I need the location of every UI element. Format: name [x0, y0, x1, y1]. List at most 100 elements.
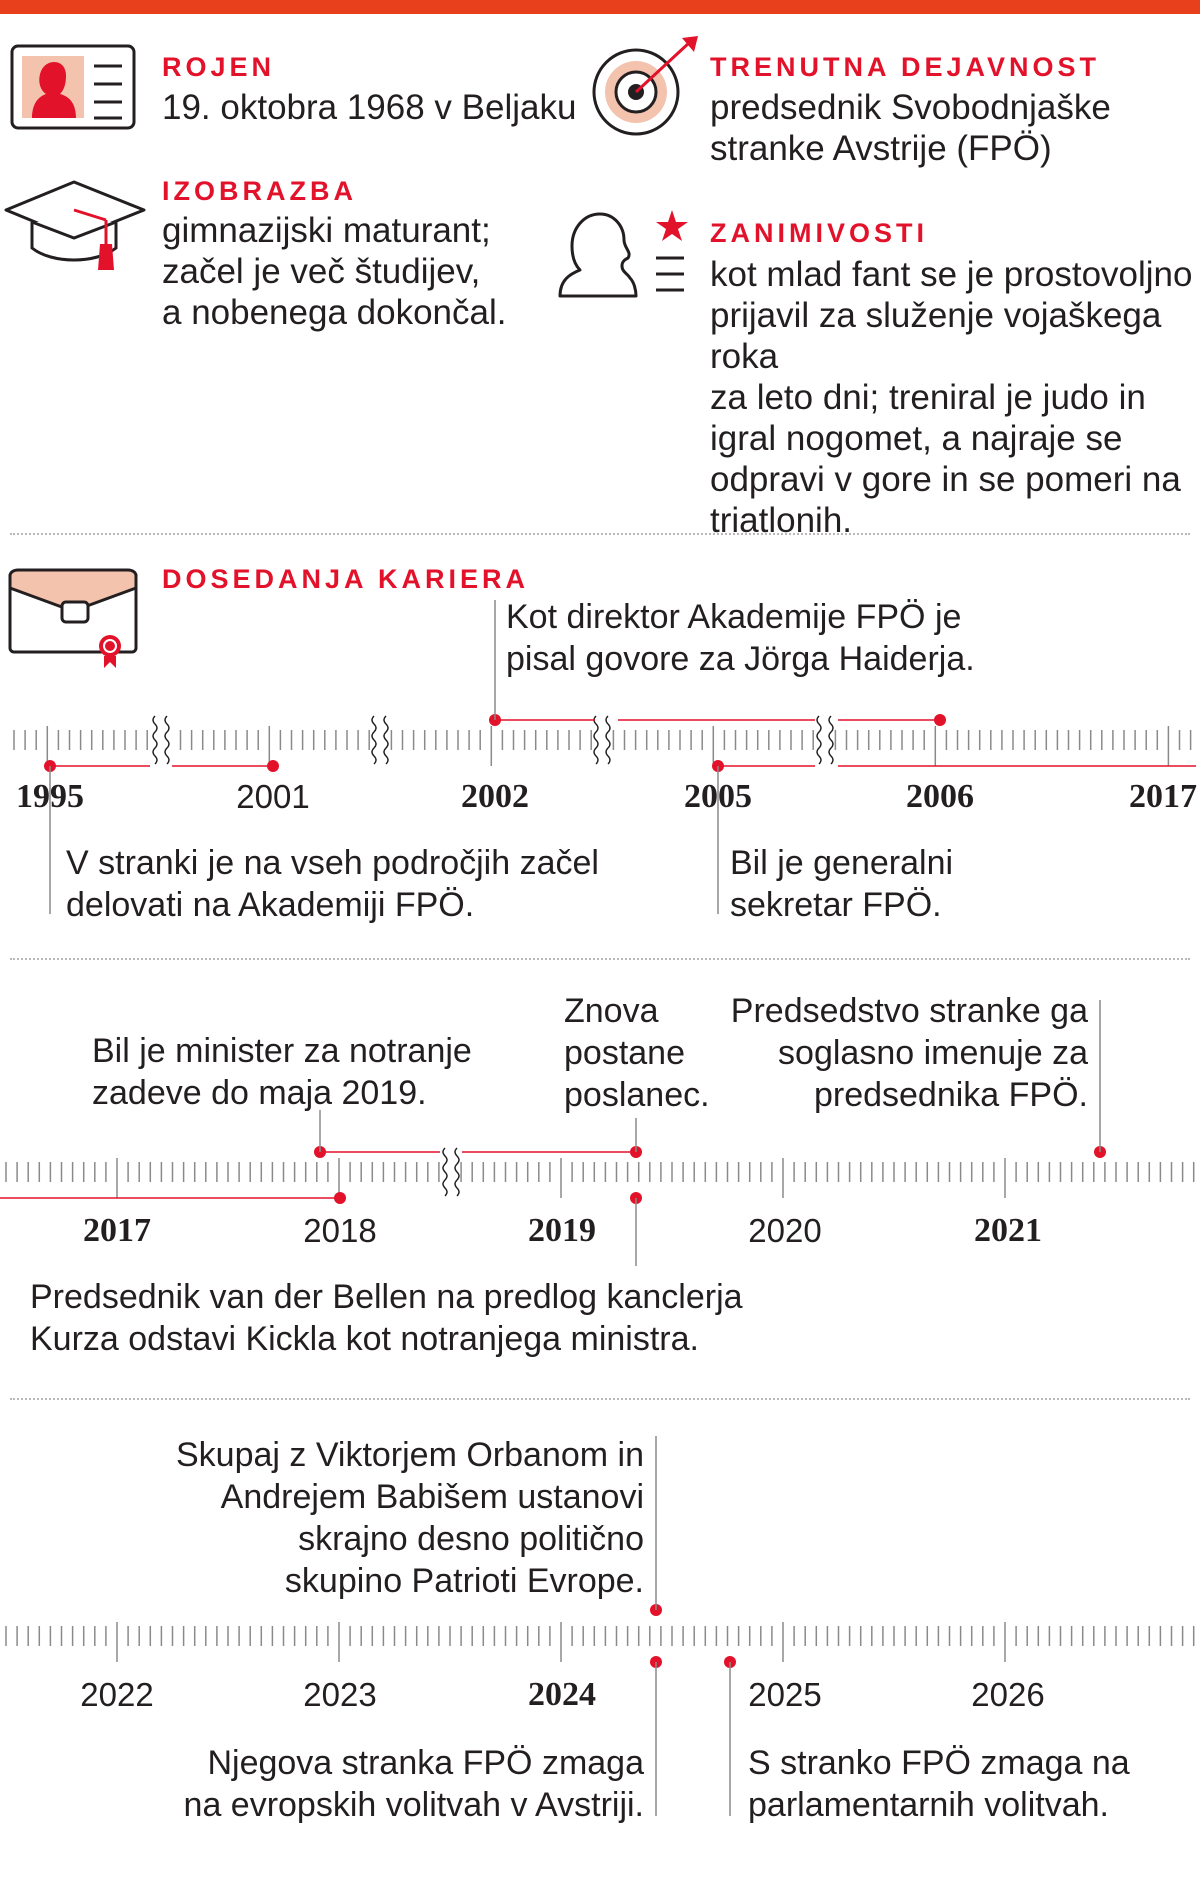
axis-break	[605, 715, 611, 765]
year-label: 2023	[303, 1676, 377, 1713]
event-line: Njegova stranka FPÖ zmaga	[207, 1744, 644, 1782]
trivia-heading: ZANIMIVOSTI	[710, 218, 928, 248]
section-divider	[10, 1398, 1190, 1400]
timeline-events	[0, 1000, 1106, 1266]
event-line: Predsedstvo stranke ga	[730, 992, 1088, 1030]
event-line: zadeve do maja 2019.	[92, 1074, 427, 1112]
year-label: 1995	[16, 778, 84, 815]
axis-break	[454, 1147, 460, 1197]
timeline-events	[650, 1436, 736, 1816]
event-line: postane	[564, 1034, 685, 1072]
axis-break	[152, 715, 158, 765]
timeline-events	[44, 600, 1196, 914]
event-text-2017: Bil je minister za notranje zadeve do ma…	[92, 1030, 472, 1114]
event-line: pisal govore za Jörga Haiderja.	[506, 640, 975, 678]
axis-break	[816, 715, 822, 765]
timeline-axis	[5, 1147, 1195, 1198]
current-line: predsednik Svobodnjaške	[710, 88, 1111, 127]
education-line: začel je več študijev,	[162, 252, 481, 291]
section-divider	[10, 958, 1190, 960]
event-line: delovati na Akademiji FPÖ.	[66, 886, 475, 924]
born-text: 19. oktobra 1968 v Beljaku	[162, 88, 577, 127]
section-divider	[10, 533, 1190, 535]
event-line: Bil je generalni	[730, 844, 954, 882]
event-line: poslanec.	[564, 1076, 710, 1114]
trivia-line: odpravi v gore in se pomeri na	[710, 460, 1181, 499]
event-text-2005: Bil je generalni sekretar FPÖ.	[730, 842, 953, 926]
year-label: 2024	[528, 1676, 596, 1713]
trivia-text: kot mlad fant se je prostovoljno prijavi…	[710, 254, 1200, 541]
year-label: 2025	[748, 1676, 822, 1713]
axis-break	[593, 715, 599, 765]
education-text: gimnazijski maturant; začel je več študi…	[162, 210, 506, 333]
event-text-2024-parliament: S stranko FPÖ zmaga na parlamentarnih vo…	[748, 1742, 1130, 1826]
education-line: a nobenega dokončal.	[162, 293, 507, 332]
education-line: gimnazijski maturant;	[162, 211, 491, 250]
event-text-2021: Predsedstvo stranke ga soglasno imenuje …	[700, 990, 1088, 1116]
event-line: na evropskih volitvah v Avstriji.	[183, 1786, 644, 1824]
year-label: 2017	[1129, 778, 1197, 815]
profile-star-icon	[558, 210, 688, 298]
timeline-axis	[5, 1622, 1195, 1662]
event-text-2019-dismissal: Predsednik van der Bellen na predlog kan…	[30, 1276, 743, 1360]
event-line: predsednika FPÖ.	[813, 1076, 1088, 1114]
event-line: parlamentarnih volitvah.	[748, 1786, 1109, 1824]
event-line: Kot direktor Akademije FPÖ je	[506, 598, 962, 636]
timeline-row-1	[13, 600, 1196, 914]
event-line: skupino Patrioti Evrope.	[284, 1562, 644, 1600]
event-line: Znova	[564, 992, 659, 1030]
year-label: 2017	[83, 1212, 151, 1249]
year-label: 2020	[748, 1212, 822, 1249]
axis-break	[383, 715, 389, 765]
event-dot-2019-end	[334, 1192, 346, 1204]
timeline-row-3	[5, 1436, 1195, 1816]
axis-break	[828, 715, 834, 765]
event-line: Bil je minister za notranje	[92, 1032, 472, 1070]
current-text: predsednik Svobodnjaške stranke Avstrije…	[710, 87, 1111, 169]
timeline-axis	[13, 715, 1192, 766]
event-line: soglasno imenuje za	[778, 1034, 1088, 1072]
event-line: V stranki je na vseh področjih začel	[66, 844, 599, 882]
trivia-line: prijavil za služenje vojaškega roka	[710, 296, 1162, 376]
year-label: 2018	[303, 1212, 377, 1249]
event-line: skrajno desno politično	[298, 1520, 644, 1558]
id-card-icon	[10, 44, 136, 130]
timeline-row-2	[0, 1000, 1195, 1266]
event-dot-2001	[267, 760, 279, 772]
current-line: stranke Avstrije (FPÖ)	[710, 129, 1052, 168]
current-heading: TRENUTNA DEJAVNOST	[710, 52, 1101, 82]
born-heading: ROJEN	[162, 52, 276, 82]
education-heading: IZOBRAZBA	[162, 176, 357, 206]
event-line: sekretar FPÖ.	[730, 886, 942, 924]
graduation-cap-icon	[4, 180, 146, 270]
year-label: 2005	[684, 778, 752, 815]
year-label: 2021	[974, 1212, 1042, 1249]
year-label: 2022	[80, 1676, 154, 1713]
top-accent-bar	[0, 0, 1200, 14]
year-label: 2001	[236, 778, 310, 815]
year-label: 2019	[528, 1212, 596, 1249]
event-text-2024-patriots: Skupaj z Viktorjem Orbanom in Andrejem B…	[160, 1434, 644, 1602]
trivia-line: igral nogomet, a najraje se	[710, 419, 1123, 458]
briefcase-icon	[8, 568, 138, 668]
year-label: 2002	[461, 778, 529, 815]
trivia-line: kot mlad fant se je prostovoljno	[710, 255, 1193, 294]
year-label: 2026	[971, 1676, 1045, 1713]
axis-break	[442, 1147, 448, 1197]
event-line: S stranko FPÖ zmaga na	[748, 1744, 1130, 1782]
event-text-1995: V stranki je na vseh področjih začel del…	[66, 842, 599, 926]
target-icon	[592, 36, 698, 136]
event-line: Andrejem Babišem ustanovi	[220, 1478, 644, 1516]
trivia-line: za leto dni; treniral je judo in	[710, 378, 1146, 417]
event-line: Predsednik van der Bellen na predlog kan…	[30, 1278, 743, 1316]
event-text-2002: Kot direktor Akademije FPÖ je pisal govo…	[506, 596, 975, 680]
event-line: Kurza odstavi Kickla kot notranjega mini…	[30, 1320, 699, 1358]
axis-break	[371, 715, 377, 765]
event-text-2019: Znova postane poslanec.	[564, 990, 710, 1116]
year-label: 2006	[906, 778, 974, 815]
event-text-2024-eu-elections: Njegova stranka FPÖ zmaga na evropskih v…	[160, 1742, 644, 1826]
career-heading: DOSEDANJA KARIERA	[162, 564, 530, 594]
event-dot-2006	[934, 714, 946, 726]
event-line: Skupaj z Viktorjem Orbanom in	[175, 1436, 644, 1474]
axis-break	[164, 715, 170, 765]
